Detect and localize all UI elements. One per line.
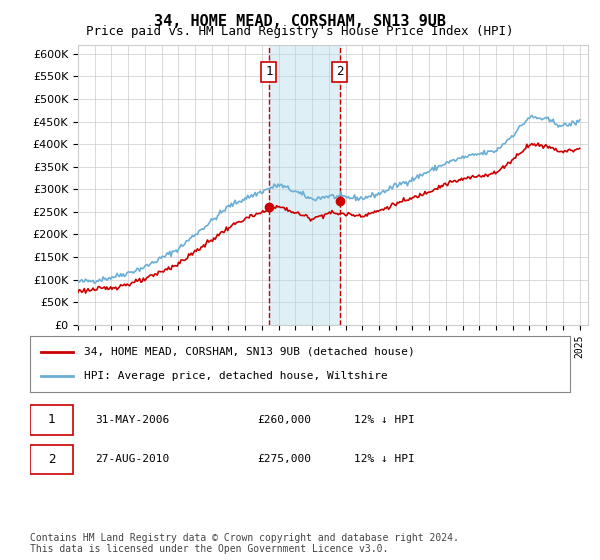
Text: 27-AUG-2010: 27-AUG-2010 [95, 455, 169, 464]
Text: 12% ↓ HPI: 12% ↓ HPI [354, 415, 415, 424]
Text: 34, HOME MEAD, CORSHAM, SN13 9UB (detached house): 34, HOME MEAD, CORSHAM, SN13 9UB (detach… [84, 347, 415, 357]
Text: 31-MAY-2006: 31-MAY-2006 [95, 415, 169, 424]
Text: 1: 1 [265, 66, 273, 78]
Text: Contains HM Land Registry data © Crown copyright and database right 2024.
This d: Contains HM Land Registry data © Crown c… [30, 533, 459, 554]
Bar [269, 45, 340, 325]
Text: 2: 2 [48, 453, 55, 466]
Text: Price paid vs. HM Land Registry's House Price Index (HPI): Price paid vs. HM Land Registry's House … [86, 25, 514, 38]
Text: 1: 1 [48, 413, 55, 426]
Text: 12% ↓ HPI: 12% ↓ HPI [354, 455, 415, 464]
Text: £275,000: £275,000 [257, 455, 311, 464]
Text: 34, HOME MEAD, CORSHAM, SN13 9UB: 34, HOME MEAD, CORSHAM, SN13 9UB [154, 14, 446, 29]
FancyBboxPatch shape [30, 405, 73, 435]
FancyBboxPatch shape [30, 445, 73, 474]
Text: 2: 2 [336, 66, 344, 78]
Text: £260,000: £260,000 [257, 415, 311, 424]
Text: HPI: Average price, detached house, Wiltshire: HPI: Average price, detached house, Wilt… [84, 371, 388, 381]
